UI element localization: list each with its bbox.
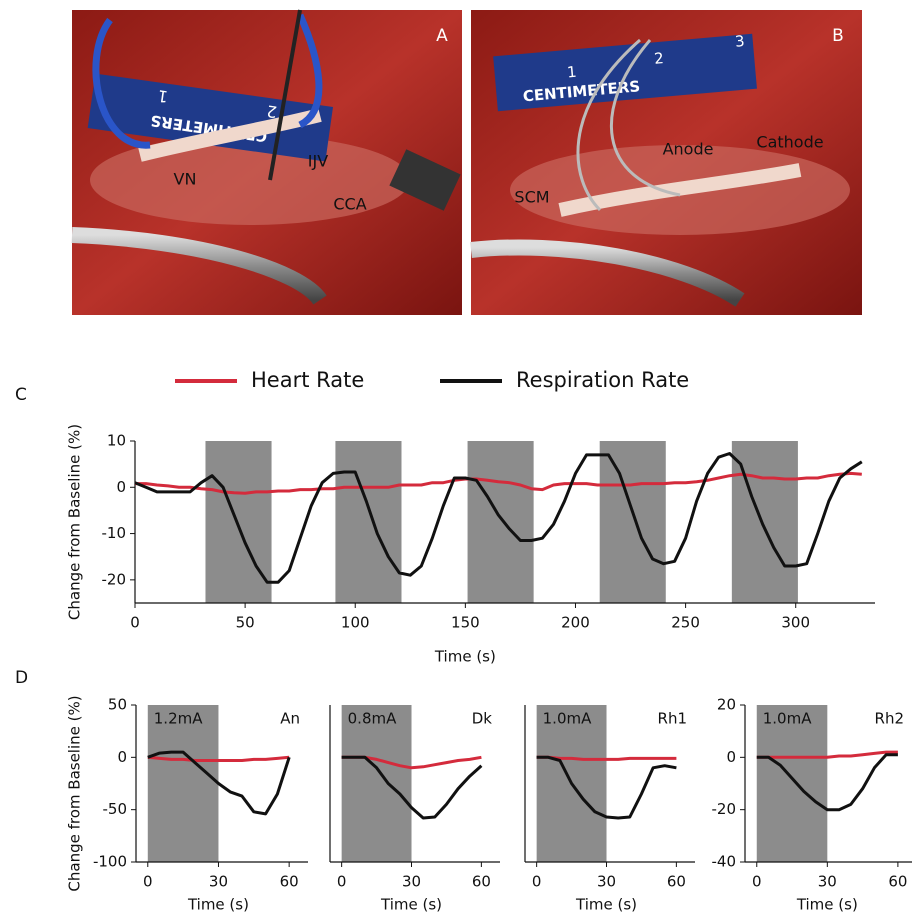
- x-axis-label: Time (s): [380, 896, 442, 913]
- annotation: IJV: [308, 152, 328, 171]
- annotation: Cathode: [756, 133, 823, 152]
- y-tick-label: -20: [712, 800, 737, 818]
- y-axis-label: Change from Baseline (%): [66, 695, 84, 891]
- stim-band: [342, 705, 412, 862]
- x-tick-label: 30: [209, 873, 228, 891]
- x-tick-label: 0: [143, 873, 153, 891]
- annotation: VN: [174, 170, 197, 189]
- subject-label: Rh1: [658, 710, 687, 728]
- stim-label: 1.2mA: [154, 710, 203, 728]
- x-tick-label: 60: [888, 873, 907, 891]
- photo-label: B: [832, 26, 844, 46]
- ruler-digit: 3: [734, 32, 745, 51]
- stim-band: [757, 705, 828, 862]
- photo-label: A: [436, 26, 448, 46]
- figure: CENTIMETERS 2 1 A VN IJV CCA CENTIMETERS…: [0, 0, 917, 912]
- subject-label: Rh2: [875, 710, 904, 728]
- y-axis-label: Change from Baseline (%): [66, 424, 84, 620]
- stim-label: 0.8mA: [348, 710, 397, 728]
- x-tick-label: 0: [532, 873, 542, 891]
- ruler-digit: 2: [653, 49, 664, 68]
- annotation: Anode: [663, 140, 714, 159]
- x-tick-label: 0: [337, 873, 347, 891]
- panel-label: D: [15, 668, 28, 688]
- annotation: SCM: [514, 188, 549, 207]
- x-axis-label: Time (s): [796, 896, 858, 913]
- stim-band: [335, 441, 401, 603]
- stim-label: 1.0mA: [543, 710, 592, 728]
- x-axis-label: Time (s): [575, 896, 637, 913]
- annotation: CCA: [333, 195, 366, 214]
- y-tick-label: 20: [717, 696, 736, 714]
- x-tick-label: 60: [472, 873, 491, 891]
- y-tick-label: -10: [102, 524, 127, 542]
- panel-label: C: [15, 385, 27, 405]
- stim-label: 1.0mA: [763, 710, 812, 728]
- x-axis-label: Time (s): [434, 648, 496, 666]
- x-tick-label: 100: [341, 614, 370, 632]
- x-tick-label: 150: [451, 614, 480, 632]
- series-line: [148, 757, 289, 760]
- ruler-digit: 1: [566, 63, 577, 82]
- y-tick-label: 0: [116, 478, 126, 496]
- x-axis-label: Time (s): [187, 896, 249, 913]
- y-tick-label: -100: [93, 853, 127, 871]
- x-tick-label: 60: [280, 873, 299, 891]
- y-tick-label: -20: [102, 570, 127, 588]
- stim-band: [205, 441, 271, 603]
- x-tick-label: 250: [671, 614, 700, 632]
- x-tick-label: 50: [236, 614, 255, 632]
- y-tick-label: 10: [107, 432, 126, 450]
- x-tick-label: 30: [818, 873, 837, 891]
- legend-label: Respiration Rate: [516, 368, 689, 392]
- x-tick-label: 0: [752, 873, 762, 891]
- y-tick-label: 50: [108, 696, 127, 714]
- stim-band: [468, 441, 534, 603]
- x-tick-label: 300: [781, 614, 810, 632]
- stim-band: [600, 441, 666, 603]
- y-tick-label: -40: [712, 853, 737, 871]
- x-tick-label: 30: [597, 873, 616, 891]
- x-tick-label: 60: [667, 873, 686, 891]
- x-tick-label: 200: [561, 614, 590, 632]
- photo-a: CENTIMETERS 2 1 A VN IJV CCA: [72, 10, 462, 315]
- x-tick-label: 30: [402, 873, 421, 891]
- y-tick-label: 0: [117, 748, 127, 766]
- photo-b: CENTIMETERS 1 2 3 B SCM Anode Cathode: [471, 10, 862, 315]
- y-tick-label: -50: [103, 800, 128, 818]
- page: CENTIMETERS 2 1 A VN IJV CCA CENTIMETERS…: [0, 0, 917, 912]
- subject-label: An: [280, 710, 300, 728]
- y-tick-label: 0: [726, 748, 736, 766]
- stim-band: [148, 705, 219, 862]
- legend-label: Heart Rate: [251, 368, 364, 392]
- x-tick-label: 0: [130, 614, 140, 632]
- subject-label: Dk: [472, 710, 493, 728]
